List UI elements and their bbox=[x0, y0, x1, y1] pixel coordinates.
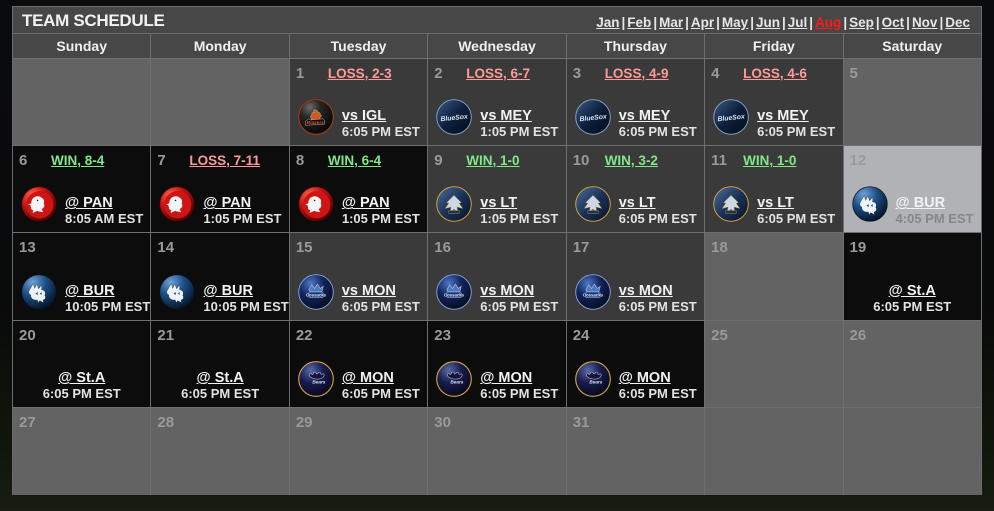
svg-text:Blazers: Blazers bbox=[306, 120, 324, 126]
svg-text:Bears: Bears bbox=[451, 379, 464, 384]
svg-text:Cossacks: Cossacks bbox=[444, 292, 465, 297]
svg-text:Cossacks: Cossacks bbox=[306, 292, 327, 297]
svg-text:Bears: Bears bbox=[589, 379, 602, 384]
svg-text:Bears: Bears bbox=[312, 379, 325, 384]
svg-text:Cossacks: Cossacks bbox=[583, 292, 604, 297]
